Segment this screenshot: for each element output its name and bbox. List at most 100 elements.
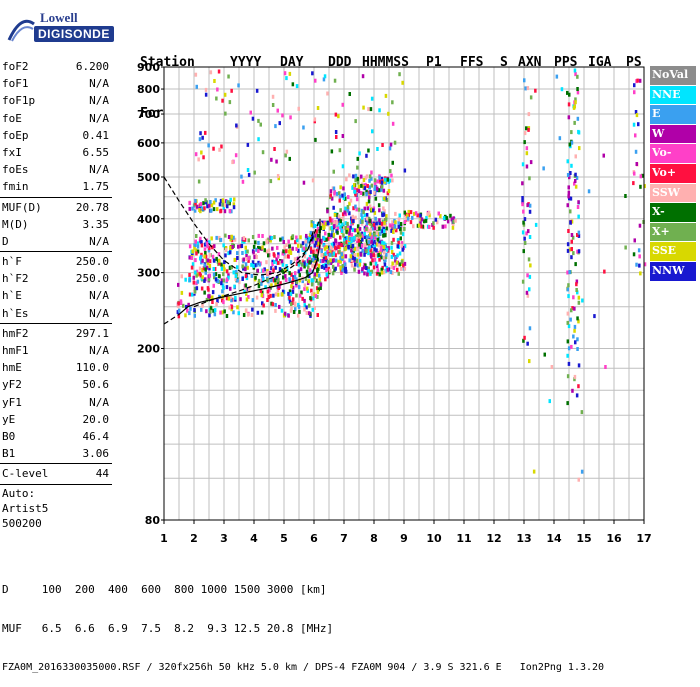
echo-point <box>199 236 202 241</box>
echo-point <box>295 238 299 243</box>
echo-point <box>329 258 332 263</box>
echo-point <box>193 286 197 291</box>
echo-point <box>206 261 210 266</box>
echo-point <box>223 309 226 314</box>
echo-point <box>194 72 198 77</box>
echo-point <box>317 287 320 292</box>
echo-point <box>199 202 203 207</box>
echo-point <box>304 247 308 251</box>
echo-point <box>351 214 354 219</box>
echo-point <box>374 253 377 258</box>
echo-point <box>209 306 213 311</box>
echo-point <box>231 160 234 165</box>
param-row: h`F2 250.0 <box>0 270 112 287</box>
echo-point <box>290 272 293 277</box>
param-label: hmF1 <box>2 344 29 357</box>
echo-point <box>367 199 371 204</box>
echo-point <box>389 142 393 147</box>
legend-item: X+ <box>650 222 696 242</box>
echo-point <box>351 255 355 260</box>
echo-point <box>572 251 575 256</box>
echo-point <box>352 174 355 179</box>
echo-point <box>407 213 410 218</box>
echo-point <box>385 217 388 222</box>
param-label: foF1 <box>2 77 29 91</box>
echo-point <box>271 94 275 99</box>
echo-point <box>182 303 185 308</box>
echo-point <box>238 280 241 285</box>
echo-point <box>227 74 230 79</box>
legend-item: Vo+ <box>650 163 696 183</box>
echo-point <box>208 246 211 251</box>
echo-point <box>338 191 341 196</box>
echo-point <box>322 236 326 241</box>
echo-point <box>207 143 210 148</box>
echo-point <box>313 258 316 263</box>
echo-point <box>199 131 202 136</box>
echo-point <box>379 231 382 236</box>
echo-point <box>436 220 439 225</box>
echo-point <box>220 266 224 271</box>
echo-point <box>222 300 225 305</box>
autoscale-text: 500200 <box>2 516 42 530</box>
echo-point <box>401 80 404 85</box>
echo-point <box>298 273 301 278</box>
echo-point <box>332 169 335 174</box>
echo-point <box>398 251 402 256</box>
echo-point <box>303 287 306 291</box>
echo-point <box>328 252 331 257</box>
echo-point <box>529 95 533 100</box>
header-labels-row: Station YYYY DAY DDD HHMMSS P1 FFS S AXN PPS IGA PS <box>140 54 642 71</box>
echo-point <box>242 257 245 262</box>
echo-point <box>230 234 233 239</box>
echo-point <box>397 240 400 245</box>
echo-point <box>322 263 325 268</box>
echo-point <box>353 187 357 191</box>
echo-point <box>319 282 323 287</box>
echo-point <box>570 308 573 313</box>
echo-point <box>244 267 247 272</box>
echo-point <box>575 279 579 284</box>
echo-point <box>326 250 329 254</box>
echo-point <box>218 258 221 263</box>
echo-point <box>208 273 212 278</box>
echo-point <box>575 282 578 287</box>
x-tick-label: 9 <box>400 532 408 545</box>
echo-point <box>304 276 308 281</box>
echo-point <box>573 324 577 329</box>
echo-point <box>525 164 529 169</box>
echo-point <box>317 241 320 246</box>
echo-point <box>411 215 414 220</box>
echo-point <box>291 246 294 251</box>
echo-point <box>368 204 372 209</box>
echo-point <box>281 113 284 118</box>
echo-point <box>266 270 269 275</box>
footer-distance-line: D 100 200 400 600 800 1000 1500 3000 [km… <box>2 583 327 596</box>
echo-point <box>391 223 394 228</box>
echo-point <box>384 93 388 98</box>
echo-point <box>355 197 359 202</box>
echo-point <box>314 137 317 142</box>
echo-point <box>285 149 289 154</box>
echo-point <box>306 262 309 267</box>
legend-item: SSE <box>650 242 696 261</box>
echo-point <box>308 257 311 262</box>
echo-point <box>258 246 261 251</box>
echo-point <box>281 236 284 241</box>
echo-point <box>567 102 571 107</box>
echo-point <box>222 272 225 277</box>
echo-point <box>368 245 371 250</box>
echo-point <box>335 225 338 229</box>
echo-point <box>339 265 342 270</box>
header-label: PPS <box>554 55 578 70</box>
echo-point <box>234 274 238 278</box>
echo-point <box>374 196 378 201</box>
echo-point <box>403 266 407 271</box>
legend-item: X- <box>650 203 696 222</box>
echo-point <box>234 295 237 300</box>
echo-point <box>566 248 570 253</box>
echo-point <box>209 309 212 314</box>
echo-point <box>571 235 575 240</box>
echo-point <box>570 140 574 145</box>
